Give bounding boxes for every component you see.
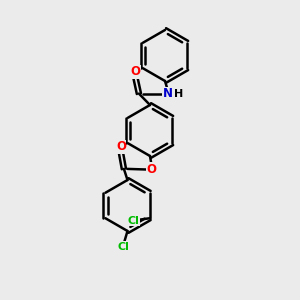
Text: N: N [162,87,172,100]
Text: O: O [130,65,140,78]
Text: H: H [174,88,183,99]
Text: Cl: Cl [117,242,129,252]
Text: O: O [146,163,157,176]
Text: Cl: Cl [127,216,139,226]
Text: O: O [116,140,126,154]
